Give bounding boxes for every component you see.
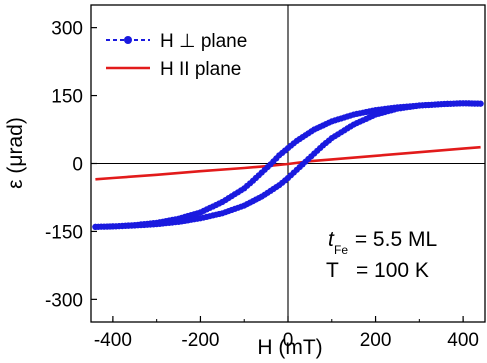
axis-ticks: -400 -200 0 200 400 -300 -150 0 150 300 bbox=[45, 19, 479, 351]
thickness-subscript: Fe bbox=[334, 243, 348, 257]
y-tick-label: -300 bbox=[45, 290, 83, 311]
series-layer bbox=[92, 100, 484, 230]
series-perp-point bbox=[477, 100, 484, 107]
legend-perp-label: H ⊥ plane bbox=[160, 31, 247, 52]
x-axis-label: H (mT) bbox=[257, 336, 322, 359]
series-parallel-line bbox=[95, 145, 481, 181]
y-tick-label: -150 bbox=[45, 222, 83, 243]
y-axis-label: ε (μrad) bbox=[4, 117, 27, 189]
y-tick-label: 0 bbox=[72, 155, 83, 176]
x-tick-label: -400 bbox=[94, 330, 132, 351]
temperature-label: T = 100 K bbox=[326, 259, 429, 282]
x-tick-label: 0 bbox=[283, 330, 294, 351]
legend-perp-marker bbox=[124, 36, 132, 44]
sample-annotation: t Fe = 5.5 ML T = 100 K bbox=[326, 228, 437, 282]
legend-parallel-label: H II plane bbox=[160, 59, 241, 80]
y-tick-label: 300 bbox=[51, 19, 83, 40]
legend: H ⊥ plane H II plane bbox=[106, 31, 247, 80]
y-tick-label: 150 bbox=[51, 87, 83, 108]
x-tick-label: -200 bbox=[181, 330, 219, 351]
x-tick-label: 200 bbox=[360, 330, 392, 351]
thickness-value: = 5.5 ML bbox=[349, 228, 437, 251]
x-tick-label: 400 bbox=[447, 330, 479, 351]
thickness-symbol: t bbox=[328, 228, 335, 251]
